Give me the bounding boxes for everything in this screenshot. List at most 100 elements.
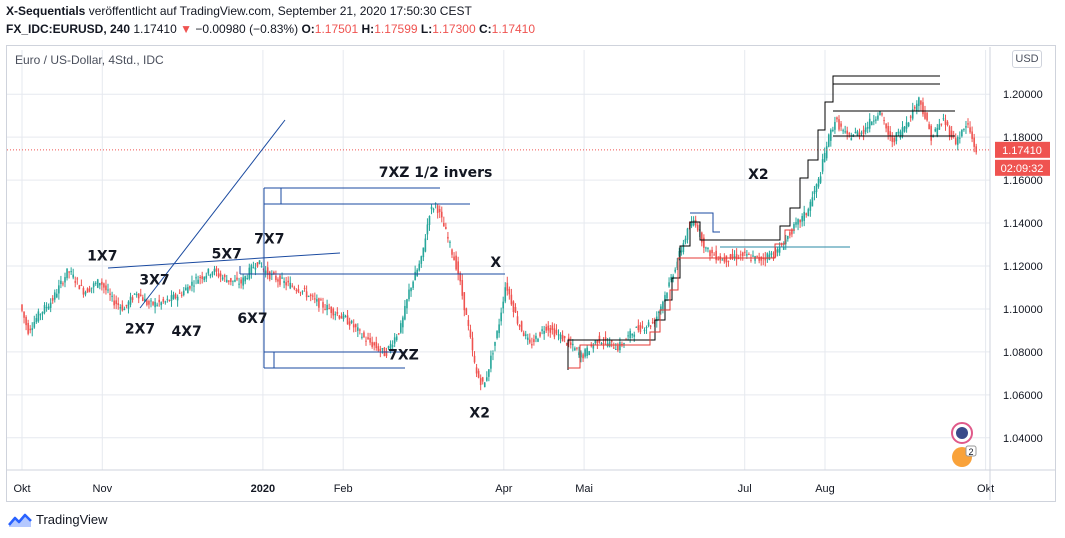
candle-body (107, 289, 109, 291)
low-label: L: (420, 22, 433, 36)
candle-body (883, 120, 885, 122)
candle-body (363, 332, 365, 338)
candle-body (246, 278, 249, 280)
candle-body (639, 324, 642, 333)
candle-body (664, 295, 666, 302)
down-arrow-icon: ▼ (180, 22, 192, 36)
candle-body (408, 289, 410, 300)
candle-body (223, 275, 226, 278)
candle-body (815, 184, 818, 193)
candle-body (928, 124, 930, 130)
candle-body (416, 269, 418, 277)
candle-body (608, 341, 611, 347)
symbol-label: FX_IDC:EURUSD, 240 (6, 22, 131, 36)
candle-body (334, 314, 337, 316)
candle-body (514, 306, 517, 313)
candle-body (572, 343, 574, 346)
candle-body (469, 329, 472, 338)
candle-body (344, 316, 347, 318)
candle-body (94, 282, 97, 284)
candle-body (391, 345, 394, 347)
candle-body (240, 279, 242, 284)
y-tick-label: 1.16000 (1003, 175, 1043, 187)
candle-body (402, 317, 404, 328)
candle-body (45, 307, 48, 309)
candle-body (539, 332, 541, 337)
candle-body (488, 369, 490, 377)
sequential-step-red (568, 229, 795, 369)
sequential-step-up (567, 75, 940, 370)
candle-body (463, 292, 466, 311)
annotation-label: 3X7 (139, 272, 169, 288)
candle-body (252, 267, 255, 269)
candle-body (707, 248, 709, 250)
candle-body (813, 190, 816, 194)
x-tick-label: Mai (575, 483, 593, 495)
candle-body (760, 256, 763, 261)
candle-body (354, 324, 357, 328)
candle-body (893, 138, 896, 143)
candle-body (305, 291, 308, 298)
tradingview-logo[interactable]: TradingView (8, 512, 108, 527)
candle-body (586, 347, 588, 356)
candle-body (752, 255, 754, 257)
candle-body (176, 296, 179, 301)
candle-body (549, 328, 552, 333)
candle-body (187, 287, 189, 294)
candle-body (125, 304, 128, 306)
candle-body (553, 328, 556, 337)
candle-body (445, 226, 447, 229)
candle-body (406, 299, 408, 309)
candle-body (715, 250, 717, 261)
candle-body (150, 300, 152, 302)
candle-body (156, 304, 158, 306)
candle-body (195, 277, 197, 279)
author-name[interactable]: X-Sequentials (6, 4, 86, 18)
candle-body (637, 325, 640, 331)
candle-body (782, 246, 785, 250)
candle-body (768, 254, 771, 260)
candle-body (873, 120, 875, 122)
candle-body (111, 295, 113, 297)
candle-body (701, 232, 703, 243)
candle-body (191, 281, 193, 286)
candle-body (154, 301, 156, 308)
candle-body (817, 178, 820, 187)
candle-body (842, 130, 844, 132)
candle-body (424, 238, 427, 252)
candle-body (461, 280, 464, 296)
candle-body (848, 133, 851, 135)
close-label: C: (478, 22, 492, 36)
candle-body (973, 137, 975, 147)
candle-body (66, 268, 68, 279)
candle-body (316, 299, 318, 302)
candle-body (23, 311, 25, 318)
candle-body (330, 306, 332, 313)
candle-body (180, 294, 183, 296)
candle-body (225, 279, 228, 283)
candle-body (178, 292, 181, 294)
candle-body (756, 255, 758, 257)
candle-body (301, 290, 304, 292)
candle-body (733, 256, 736, 258)
candle-body (967, 123, 969, 125)
candle-body (373, 342, 375, 346)
ideas-badge-counter-bg (965, 445, 977, 457)
candle-body (268, 271, 271, 280)
candle-body (723, 258, 726, 262)
candle-body (74, 281, 77, 283)
candle-body (479, 378, 482, 385)
candle-body (860, 132, 863, 134)
candle-body (291, 285, 294, 287)
currency-button[interactable]: USD (1012, 50, 1042, 68)
candle-body (486, 377, 488, 381)
candle-body (705, 247, 707, 249)
candle-body (174, 294, 177, 298)
candle-body (789, 232, 791, 236)
candle-body (170, 295, 173, 301)
candle-body (854, 132, 857, 134)
candle-body (277, 279, 279, 282)
candle-body (868, 118, 871, 129)
candle-body (432, 209, 435, 211)
